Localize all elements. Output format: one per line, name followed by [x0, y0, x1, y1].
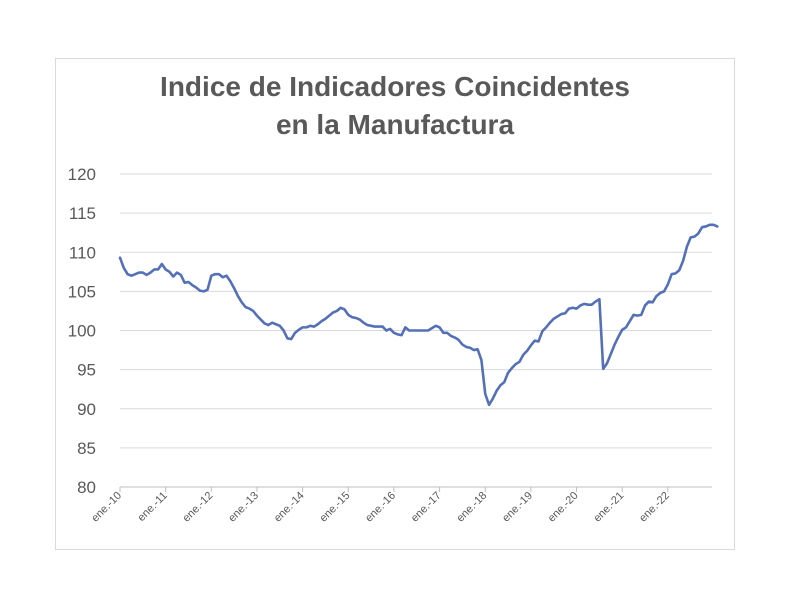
- x-tick-label: ene.-17: [409, 490, 444, 525]
- x-tick-label: ene.-18: [454, 490, 489, 525]
- gridlines: [120, 173, 712, 449]
- chart-title-line-2: en la Manufactura: [275, 109, 515, 140]
- y-tick-label: 85: [77, 439, 96, 458]
- y-tick-label: 80: [77, 478, 96, 497]
- x-tick-label: ene.-21: [591, 490, 626, 525]
- x-tick-label: ene.-19: [500, 490, 535, 525]
- x-tick-label: ene.-16: [363, 490, 398, 525]
- y-tick-label: 90: [77, 400, 96, 419]
- y-axis: 80 85 90 95 100 105 110 115 120: [68, 165, 96, 497]
- y-tick-label: 115: [69, 204, 96, 223]
- x-axis: ene.-10 ene.-11 ene.-12 ene.-13 ene.-14 ene.-…: [89, 486, 712, 525]
- y-tick-label: 95: [77, 361, 96, 380]
- y-tick-label: 100: [68, 322, 96, 341]
- x-tick-label: ene.-15: [318, 490, 353, 525]
- x-tick-label: ene.-22: [637, 490, 672, 525]
- y-tick-label: 120: [68, 165, 96, 184]
- chart-title-line-1: Indice de Indicadores Coincidentes: [160, 71, 630, 102]
- y-tick-label: 110: [69, 243, 96, 262]
- chart-title: Indice de Indicadores Coincidentes en la…: [55, 68, 735, 144]
- y-tick-label: 105: [68, 282, 96, 301]
- x-tick-label: ene.-13: [226, 490, 261, 525]
- series-layer: [118, 223, 719, 407]
- x-tick-label: ene.-11: [135, 490, 169, 524]
- x-tick-label: ene.-14: [272, 490, 307, 525]
- x-tick-label: ene.-20: [546, 490, 581, 525]
- x-tick-label: ene.-12: [181, 490, 216, 525]
- chart-frame: [55, 58, 735, 550]
- series-line: [118, 223, 719, 407]
